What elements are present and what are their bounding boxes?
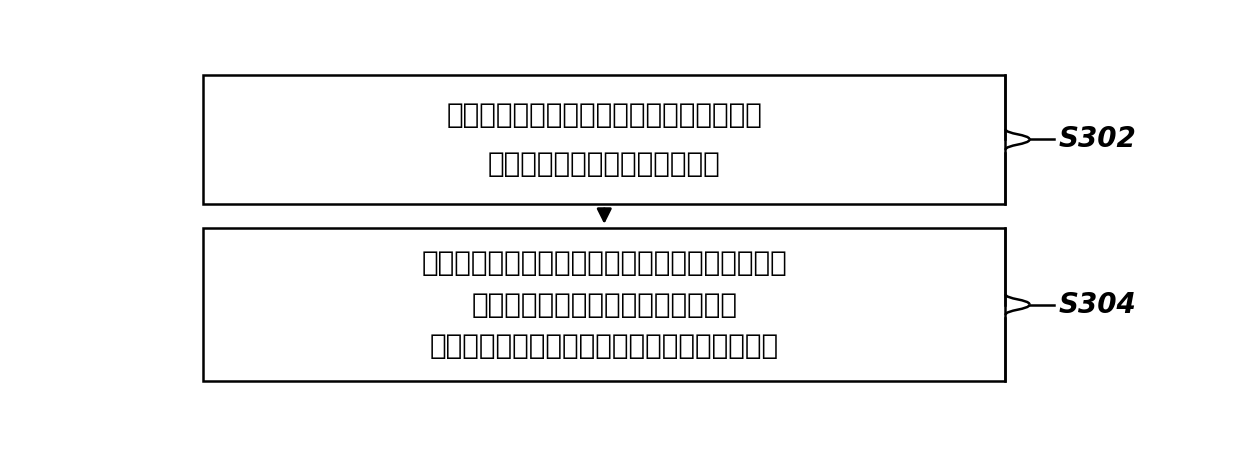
Text: 获取投影处理后的凸多边形边界: 获取投影处理后的凸多边形边界	[487, 150, 720, 178]
FancyBboxPatch shape	[203, 229, 1006, 381]
Text: 根据凸多边形边界以及立体多边形棱柱分割方法对: 根据凸多边形边界以及立体多边形棱柱分割方法对	[422, 249, 787, 277]
Text: S302: S302	[1059, 125, 1136, 154]
FancyBboxPatch shape	[203, 75, 1006, 204]
Text: S304: S304	[1059, 291, 1136, 318]
Text: 变电站场平区域点云数据进行分割，: 变电站场平区域点云数据进行分割，	[471, 291, 738, 318]
Text: 得到变电站设备点云数据和变电站设施点云数据: 得到变电站设备点云数据和变电站设施点云数据	[430, 332, 779, 360]
Text: 对变电站场平区域点云数据进行投影处理，: 对变电站场平区域点云数据进行投影处理，	[446, 101, 763, 129]
